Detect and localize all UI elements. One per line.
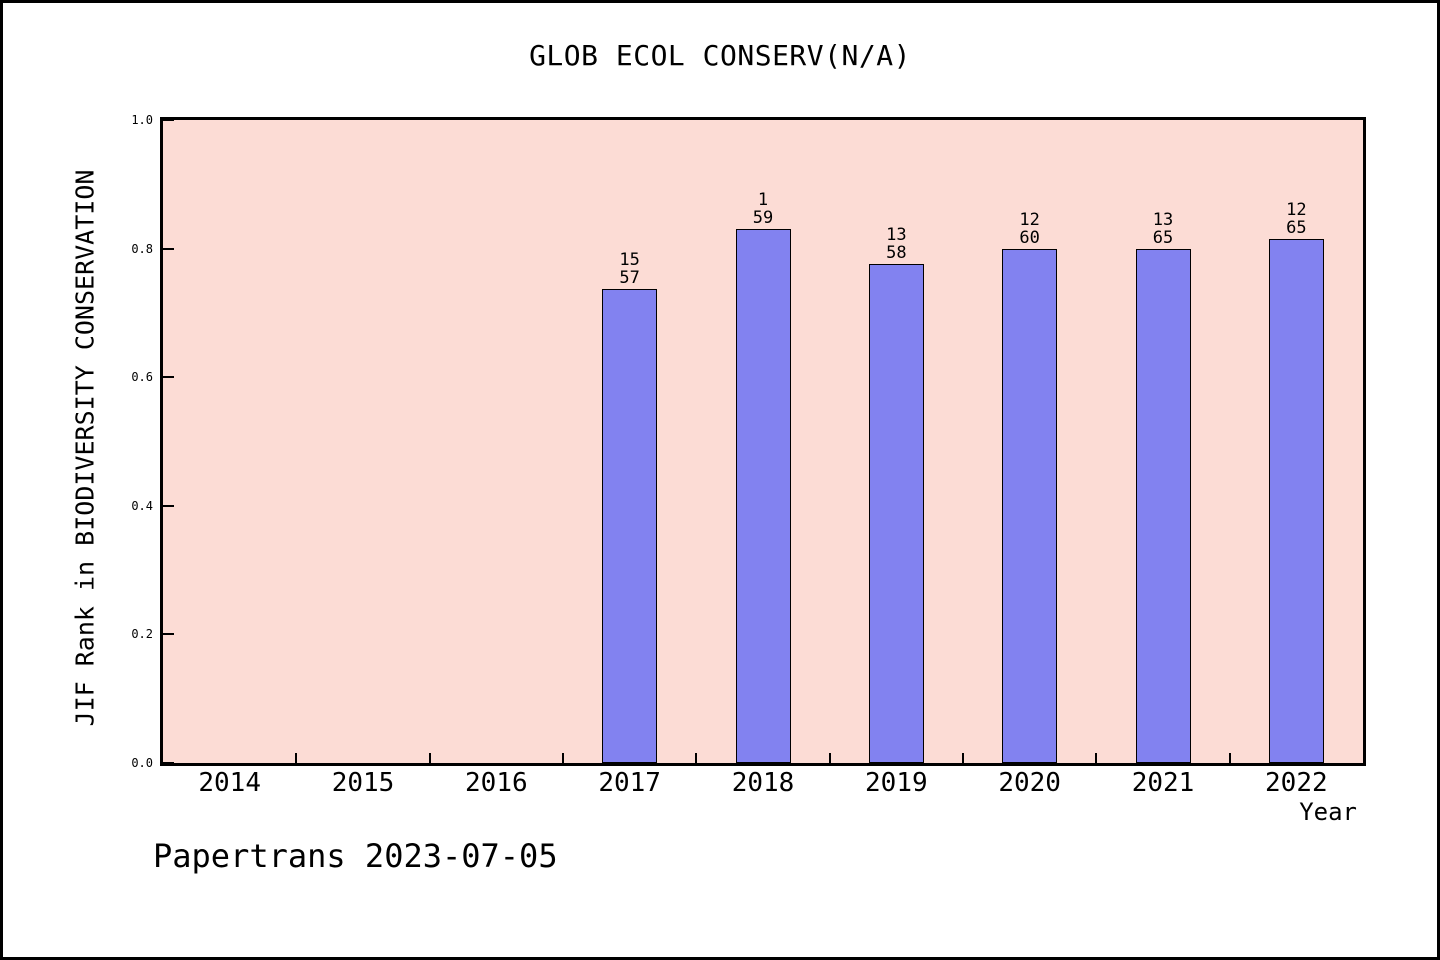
- x-tick-mark: [562, 753, 564, 763]
- bar-label-total: 65: [1152, 227, 1174, 248]
- x-tick-label-year: 2020: [998, 768, 1061, 798]
- bar-2019: [868, 264, 924, 763]
- bar-label-rank: 1: [757, 190, 769, 211]
- y-tick-label: 0.8: [131, 241, 153, 256]
- y-tick-mark: [163, 504, 174, 507]
- chart-title: GLOB ECOL CONSERV(N/A): [529, 39, 911, 72]
- x-tick-label-year: 2014: [198, 768, 261, 798]
- x-tick-label-year: 2017: [598, 768, 661, 798]
- bar-label-total: 58: [886, 243, 907, 264]
- bar-2022: [1268, 238, 1324, 763]
- bar-2017: [602, 289, 658, 763]
- x-tick-mark: [828, 753, 831, 763]
- y-tick-mark: [163, 376, 174, 379]
- bar-label-2022: 12 65: [1241, 201, 1351, 237]
- x-tick-mark: [295, 753, 298, 763]
- bar-label-rank: 12: [1286, 199, 1307, 220]
- x-tick-mark: [1095, 753, 1098, 763]
- plot-area: 0.0 0.2 0.4 0.6 0.8 1.0 2014 2015 2016 2017 2018 20…: [131, 113, 1366, 798]
- bar-2018: [735, 229, 791, 763]
- x-tick-label-year: 2019: [865, 768, 928, 798]
- x-tick-label-year: 2018: [731, 768, 795, 798]
- watermark-text: Papertrans 2023-07-05: [153, 837, 558, 875]
- bar-2021: [1135, 248, 1191, 763]
- y-tick-label: 0.4: [131, 498, 153, 513]
- bar-label-total: 65: [1286, 217, 1307, 238]
- bar-2020: [1002, 248, 1058, 763]
- bar-label-total: 57: [619, 268, 640, 289]
- bar-label-total: 59: [752, 208, 774, 229]
- y-tick-mark: [163, 119, 174, 121]
- y-tick-label: 1.0: [131, 113, 153, 127]
- bar-label-2020: 12 60: [975, 211, 1085, 247]
- bar-label-2018: 1 59: [708, 191, 818, 227]
- x-axis-label: Year: [1299, 798, 1357, 826]
- bar-label-rank: 12: [1019, 209, 1040, 230]
- bar-label-2019: 13 58: [841, 226, 951, 262]
- x-tick-mark: [1228, 753, 1231, 763]
- bar-label-rank: 13: [1152, 209, 1174, 230]
- bar-label-total: 60: [1019, 227, 1040, 248]
- x-tick-label-year: 2022: [1265, 768, 1328, 798]
- y-tick-label: 0.0: [131, 756, 153, 770]
- y-tick-mark: [163, 247, 174, 250]
- bar-label-2021: 13 65: [1108, 211, 1218, 247]
- x-tick-mark: [695, 753, 698, 763]
- x-tick-label-year: 2015: [331, 768, 395, 798]
- bar-label-rank: 13: [886, 225, 907, 246]
- x-tick-label-year: 2021: [1131, 768, 1195, 798]
- y-tick-label: 0.2: [131, 627, 153, 642]
- y-tick-mark: [163, 762, 174, 764]
- y-tick-label: 0.6: [131, 370, 153, 385]
- y-axis-label: JIF Rank in BIODIVERSITY CONSERVATION: [70, 169, 100, 727]
- x-tick-mark: [428, 753, 431, 763]
- bar-label-rank: 15: [619, 250, 640, 271]
- x-tick-mark: [962, 753, 964, 763]
- x-tick-label-year: 2016: [465, 768, 528, 798]
- bar-label-2017: 15 57: [575, 251, 685, 287]
- y-tick-mark: [163, 633, 174, 636]
